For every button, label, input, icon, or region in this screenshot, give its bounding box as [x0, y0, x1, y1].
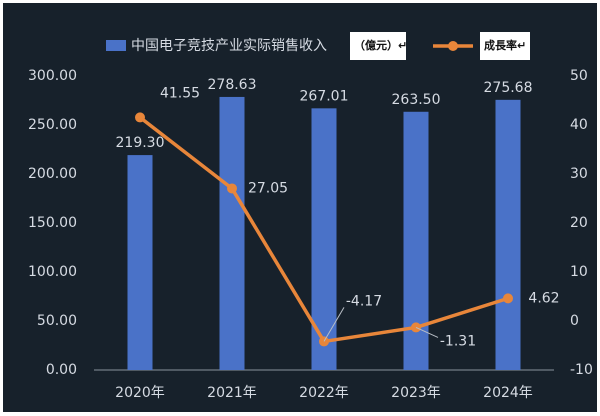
left-axis-tick-label: 200.00: [28, 166, 77, 182]
x-axis-tick-label: 2020年: [115, 385, 165, 401]
growth-rate-point: [135, 112, 145, 123]
data-label-leader-line: [323, 307, 345, 342]
growth-rate-point: [503, 293, 513, 304]
x-axis-tick-label: 2022年: [299, 385, 349, 401]
legend-unit-box: [350, 32, 406, 60]
left-axis-tick-label: 150.00: [28, 215, 77, 231]
line-value-label: -1.31: [440, 333, 476, 349]
legend-bar-swatch: [106, 40, 126, 51]
bar-value-label: 263.50: [392, 92, 441, 108]
growth-rate-point: [227, 183, 237, 194]
x-axis-tick-label: 2023年: [391, 385, 441, 401]
line-value-label: 41.55: [160, 85, 200, 101]
legend-rate-box: [480, 32, 530, 60]
legend-line-marker: [448, 41, 458, 51]
chart-area: 0.00 50.00 100.00 150.00 200.00 250.00 300.00 -…: [3, 3, 597, 412]
right-axis-tick-label: -10: [570, 362, 593, 378]
x-axis-tick-label: 2024年: [483, 385, 533, 401]
line-value-label: 4.62: [528, 290, 559, 306]
legend-unit-label: （億元）↵: [354, 38, 407, 52]
right-axis-tick-label: 20: [570, 215, 588, 231]
line-value-label: 27.05: [248, 180, 288, 196]
left-axis-tick-label: 300.00: [28, 68, 77, 84]
bar: [311, 108, 337, 370]
bar-value-label: 278.63: [208, 77, 257, 93]
left-axis-tick-label: 250.00: [28, 117, 77, 133]
legend-rate-label: 成長率↵: [484, 38, 526, 52]
bar: [127, 155, 153, 370]
bar-value-label: 219.30: [116, 135, 165, 151]
line-value-label: -4.17: [346, 293, 382, 309]
left-axis-tick-label: 50.00: [37, 313, 77, 329]
right-axis-tick-label: 50: [570, 68, 588, 84]
right-axis-tick-label: 0: [570, 313, 579, 329]
left-axis-tick-label: 100.00: [28, 264, 77, 280]
left-axis-tick-label: 0.00: [46, 362, 77, 378]
x-axis-tick-label: 2021年: [207, 385, 257, 401]
data-label-leader-line: [415, 326, 439, 338]
legend-bar-label: 中国电子竞技产业实际销售收入: [131, 37, 327, 54]
bar-value-label: 275.68: [484, 80, 533, 96]
bar: [219, 96, 245, 370]
right-axis-tick-label: 30: [570, 166, 588, 182]
right-axis-tick-label: 40: [570, 117, 588, 133]
combo-chart: 0.00 50.00 100.00 150.00 200.00 250.00 300.00 -…: [28, 32, 593, 401]
right-axis-tick-label: 10: [570, 264, 588, 280]
bar: [495, 99, 521, 370]
bar-value-label: 267.01: [300, 88, 349, 104]
